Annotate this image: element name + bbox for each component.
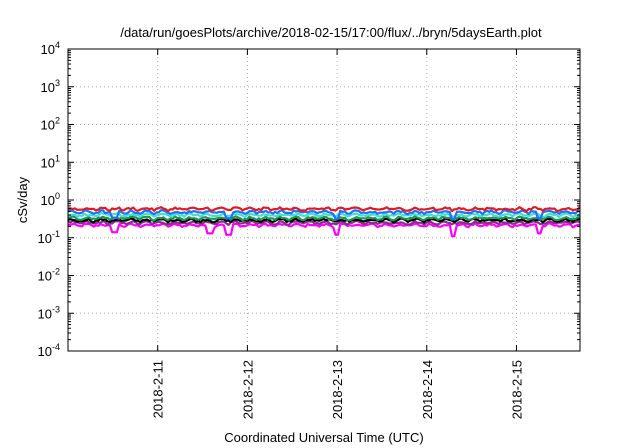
x-axis-label: Coordinated Universal Time (UTC) <box>224 430 423 445</box>
y-tick-label: 10-3 <box>38 304 60 321</box>
series-line <box>67 219 581 226</box>
y-tick-label: 104 <box>41 40 60 57</box>
chart-title: /data/run/goesPlots/archive/2018-02-15/1… <box>120 25 542 40</box>
x-tick-label: 2018-2-11 <box>151 360 166 418</box>
x-tick-label: 2018-2-13 <box>330 360 345 419</box>
series-line <box>67 215 581 222</box>
tick-layer: 10-4 10-3 10-2 10-1 100 101 102 103 104 2018-2-11… <box>38 40 580 419</box>
y-tick-label: 103 <box>41 78 60 95</box>
series-line <box>68 222 581 238</box>
y-tick-label: 102 <box>41 116 60 133</box>
series-line <box>67 206 581 213</box>
x-tick-label: 2018-2-14 <box>420 360 435 419</box>
series-line <box>67 209 581 221</box>
y-tick-label: 100 <box>41 191 60 208</box>
series-layer <box>67 206 581 238</box>
y-tick-label: 101 <box>41 153 60 170</box>
y-tick-label: 10-4 <box>38 342 60 359</box>
y-tick-label: 10-1 <box>38 229 60 246</box>
y-axis-label: cSv/day <box>15 176 30 223</box>
x-tick-label: 2018-2-15 <box>509 360 524 419</box>
series-line <box>67 212 581 219</box>
y-tick-label: 10-2 <box>38 267 60 284</box>
x-tick-label: 2018-2-12 <box>240 360 255 419</box>
grid-layer <box>68 49 580 351</box>
